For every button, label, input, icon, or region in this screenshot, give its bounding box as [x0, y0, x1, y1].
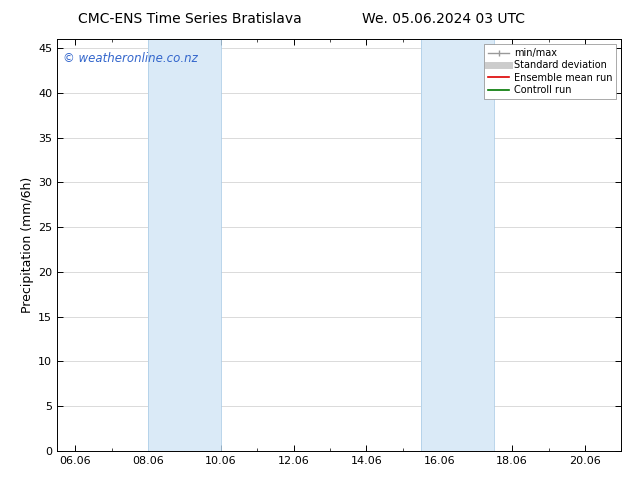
Y-axis label: Precipitation (mm/6h): Precipitation (mm/6h)	[21, 177, 34, 313]
Text: © weatheronline.co.nz: © weatheronline.co.nz	[63, 51, 197, 65]
Text: CMC-ENS Time Series Bratislava: CMC-ENS Time Series Bratislava	[79, 12, 302, 26]
Text: We. 05.06.2024 03 UTC: We. 05.06.2024 03 UTC	[362, 12, 526, 26]
Bar	[148, 39, 221, 451]
Bar	[421, 39, 494, 451]
Legend: min/max, Standard deviation, Ensemble mean run, Controll run: min/max, Standard deviation, Ensemble me…	[484, 44, 616, 99]
